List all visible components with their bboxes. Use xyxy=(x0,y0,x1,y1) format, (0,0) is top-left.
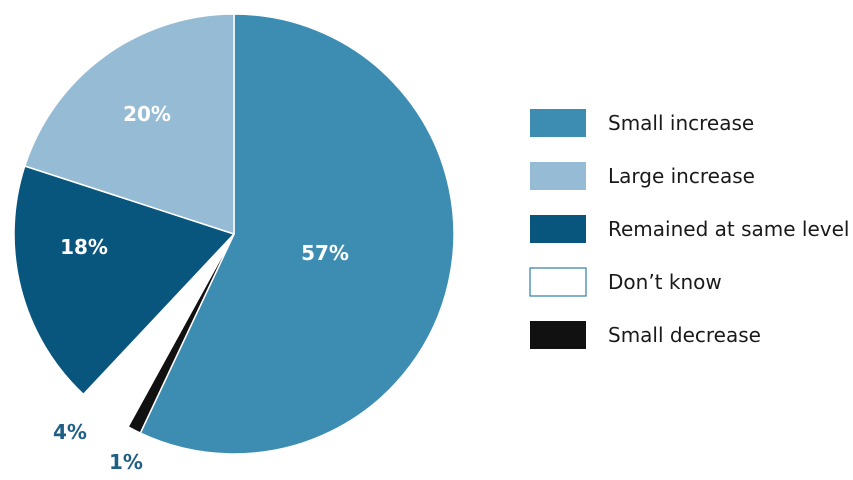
legend-item: Small decrease xyxy=(530,321,761,349)
legend-swatch xyxy=(530,215,586,243)
pie-slices xyxy=(13,13,455,455)
legend-item: Small increase xyxy=(530,109,754,137)
legend-swatch xyxy=(530,321,586,349)
legend-swatch xyxy=(530,109,586,137)
legend-label: Large increase xyxy=(608,164,755,188)
slice-value-label: 4% xyxy=(53,420,87,444)
slice-labels: 57% 1% 4% 18% 20% xyxy=(53,102,349,474)
legend-swatch xyxy=(529,267,587,297)
pie-slice-large-increase xyxy=(24,13,235,235)
slice-value-label: 20% xyxy=(123,102,171,126)
pie-slice-small-increase xyxy=(139,13,455,455)
legend-item: Large increase xyxy=(530,162,755,190)
legend-label: Remained at same level xyxy=(608,217,849,241)
legend-item: Don’t know xyxy=(529,267,722,297)
legend-item: Remained at same level xyxy=(530,215,849,243)
slice-value-label: 18% xyxy=(60,235,108,259)
slice-value-label: 57% xyxy=(301,241,349,265)
legend-label: Don’t know xyxy=(608,270,722,294)
legend-swatch xyxy=(530,162,586,190)
legend-label: Small increase xyxy=(608,111,754,135)
legend-label: Small decrease xyxy=(608,323,761,347)
legend: Small increase Large increase Remained at … xyxy=(529,109,849,349)
slice-value-label: 1% xyxy=(109,450,143,474)
pie-slice-remained-at-same-level xyxy=(13,165,235,396)
